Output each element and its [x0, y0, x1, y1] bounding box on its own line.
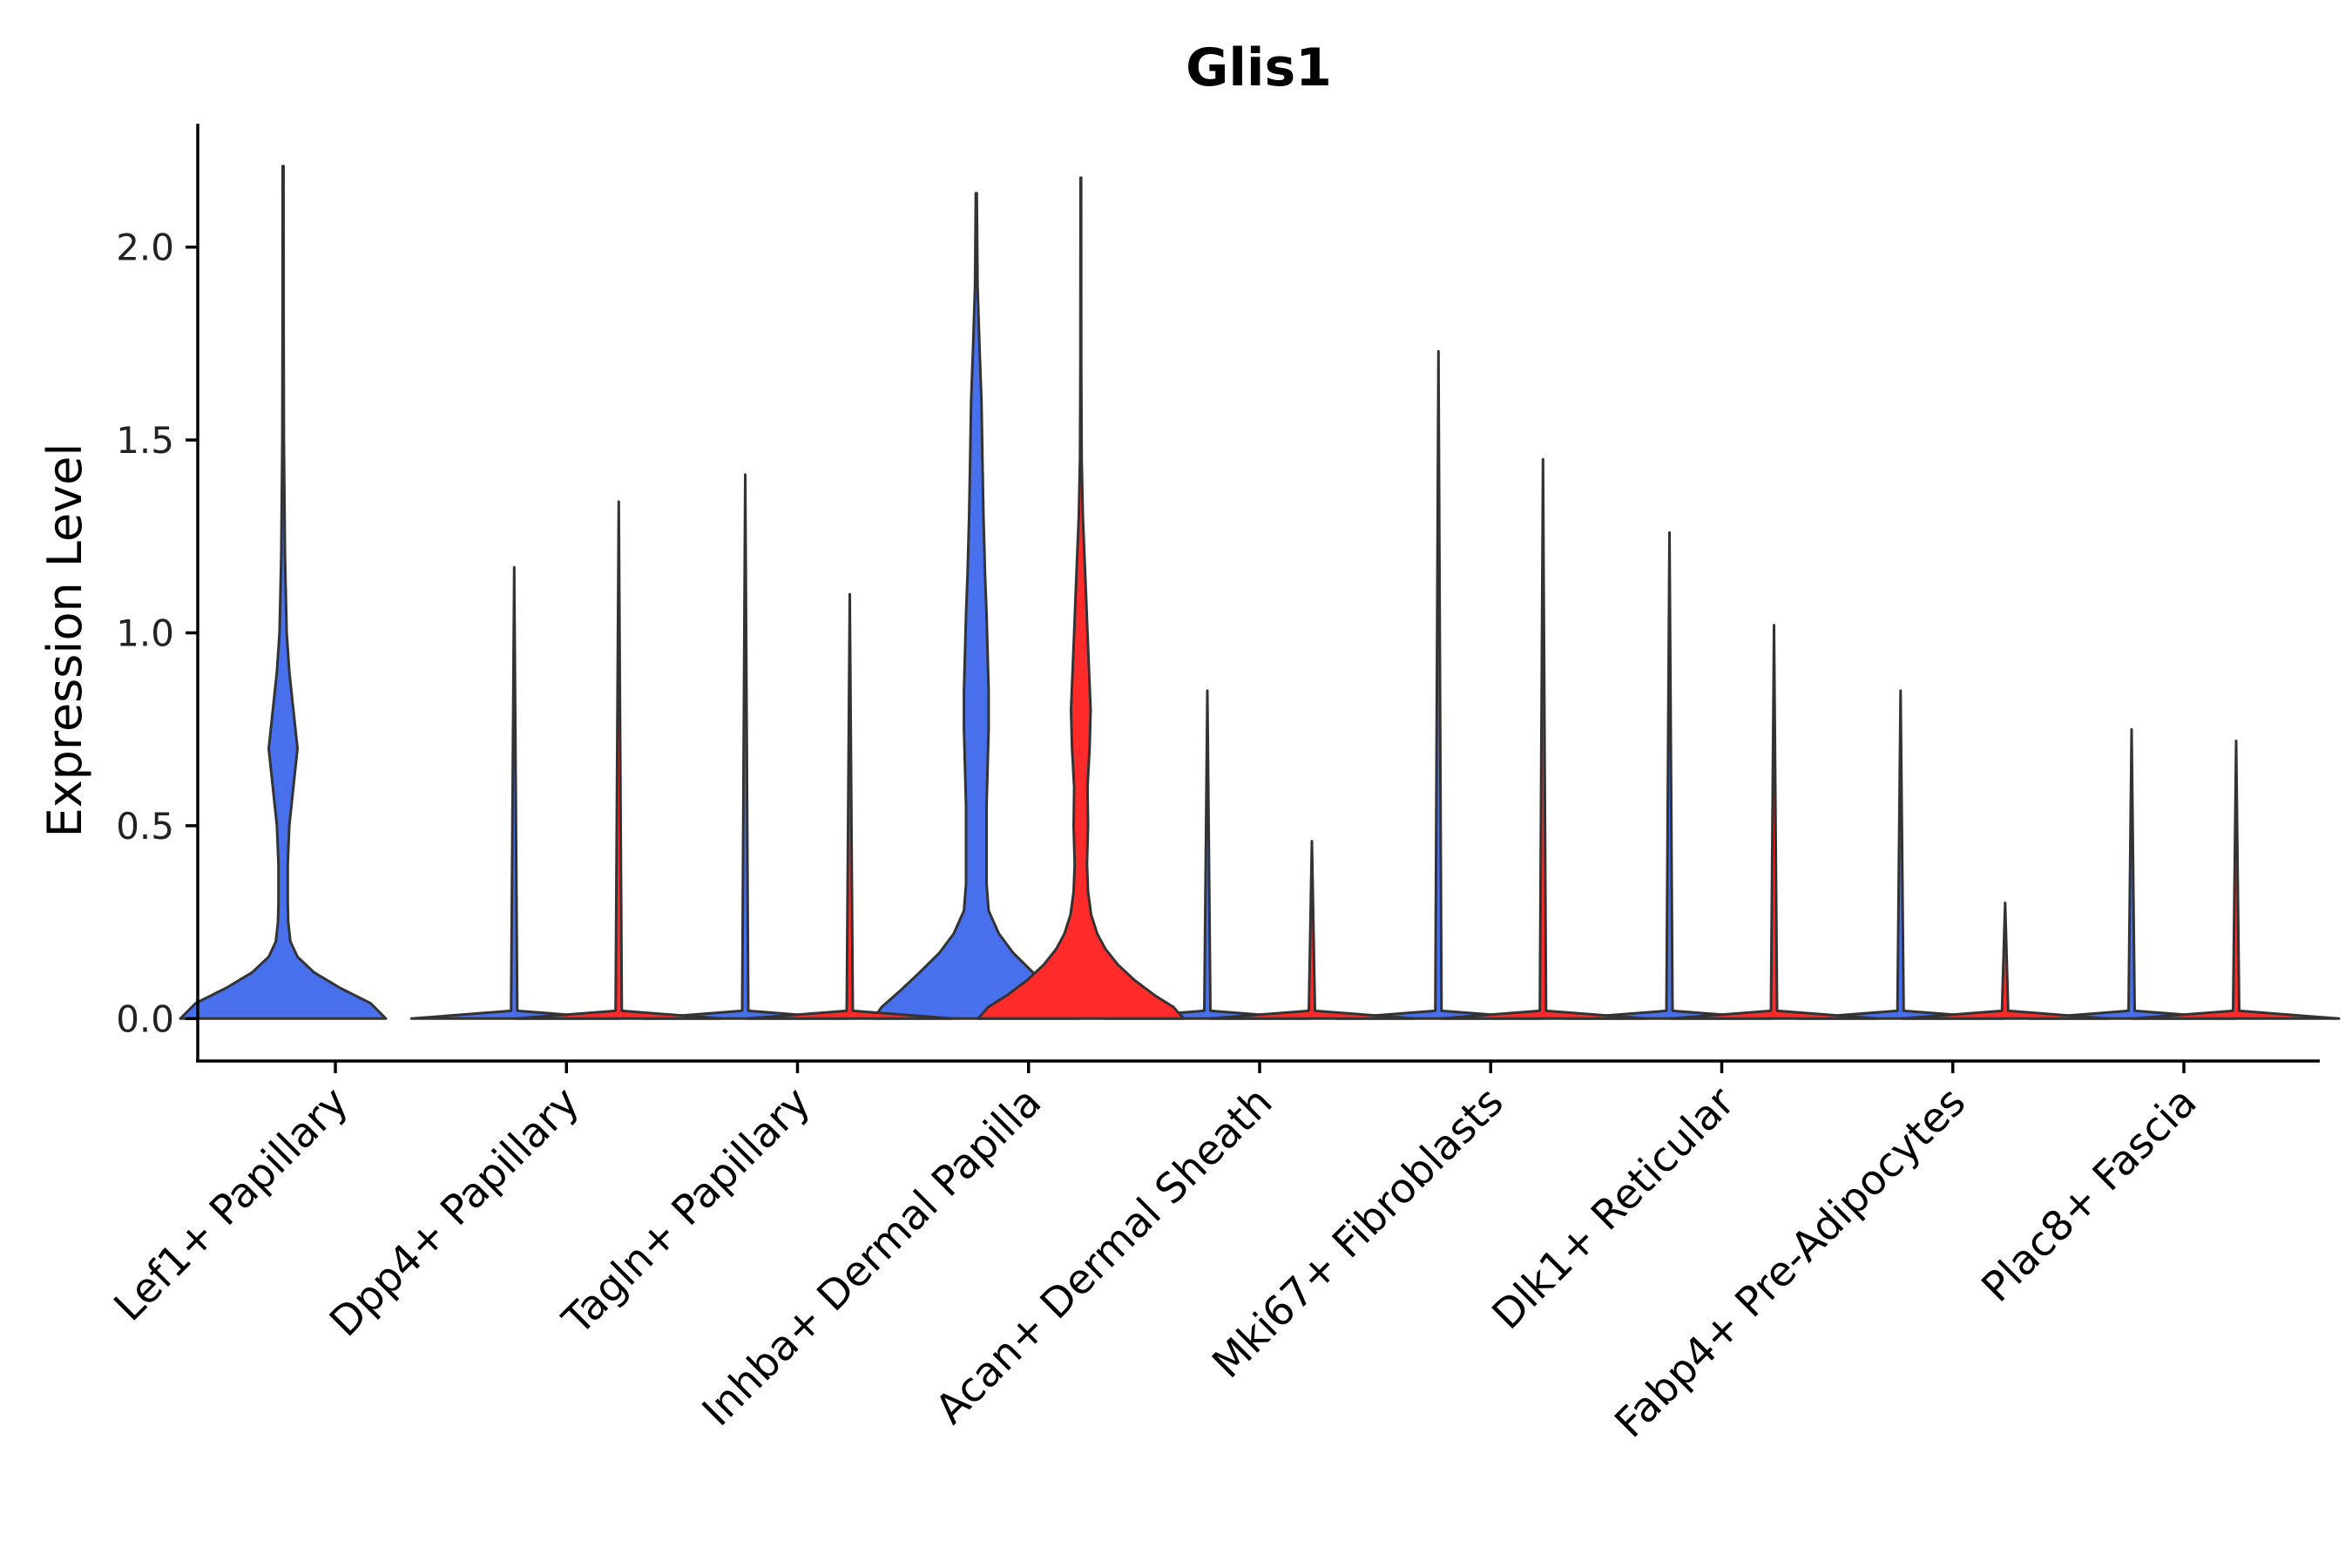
x-category-label: Dlk1+ Reticular [1484, 1078, 1745, 1339]
x-category-label: Lef1+ Papillary [105, 1078, 358, 1331]
y-tick-label: 1.5 [116, 419, 174, 462]
x-category-label: Plac8+ Fascia [1973, 1078, 2207, 1312]
violin-1-dlk1-reticular [1565, 531, 1774, 1020]
violin-1-fabp4-pre-adipocytes [1796, 689, 2005, 1020]
violin-2-plac8-fascia [2132, 740, 2341, 1020]
violin-1-acan-dermal-sheath [1103, 689, 1312, 1020]
y-tick-label: 0.0 [116, 997, 174, 1040]
axes [196, 124, 2320, 1063]
violin-1-mki67-fibroblasts [1334, 349, 1543, 1020]
y-tick-label: 0.5 [116, 805, 174, 848]
y-tick-label: 1.0 [116, 612, 174, 654]
x-category-label: Tagln+ Papillary [553, 1078, 820, 1345]
violin-2-dlk1-reticular [1670, 624, 1878, 1020]
violin-1-plac8-fascia [2027, 727, 2236, 1020]
violin-1-dpp4-papillary [409, 565, 618, 1020]
violin-2-tagln-papillary [746, 592, 954, 1020]
violin-1-lef1-papillary [179, 165, 388, 1020]
violin-2-dpp4-papillary [514, 500, 723, 1020]
x-category-label: Dpp4+ Papillary [321, 1078, 589, 1347]
y-ticks: 0.0 0.5 1.0 1.5 2.0 [116, 226, 198, 1040]
y-axis-label: Expression Level [37, 443, 92, 838]
chart-title: Glis1 [1186, 37, 1332, 98]
violin-2-fabp4-pre-adipocytes [1901, 902, 2110, 1020]
violin-2-inhba-dermal-papilla [977, 176, 1186, 1020]
violin-layer [179, 165, 2341, 1020]
violin-1-inhba-dermal-papilla [872, 192, 1081, 1020]
y-tick-label: 2.0 [116, 226, 174, 269]
violin-2-mki67-fibroblasts [1438, 457, 1647, 1020]
violin-1-tagln-papillary [641, 473, 849, 1020]
violin-2-acan-dermal-sheath [1207, 840, 1416, 1020]
